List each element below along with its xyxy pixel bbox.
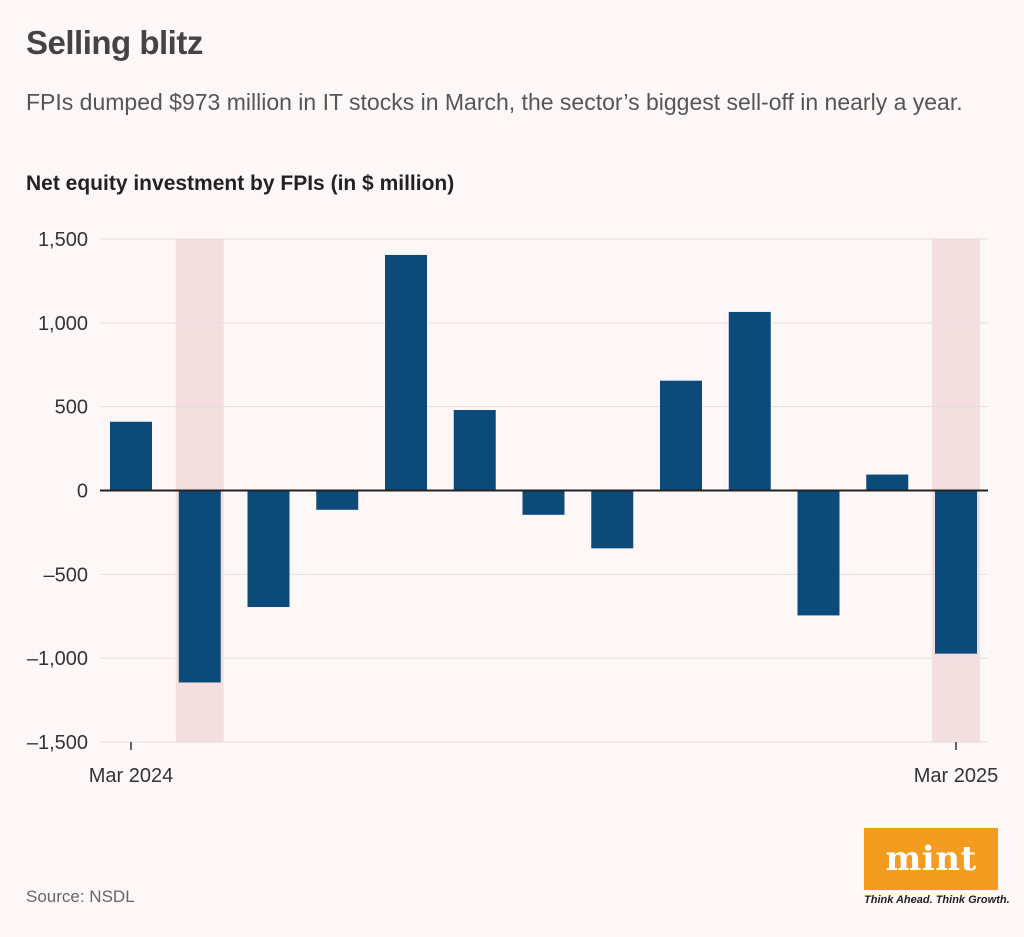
mint-logo-word: mint	[885, 839, 977, 879]
mint-logo-box: mint	[864, 828, 998, 890]
bar	[453, 410, 496, 491]
x-tick-label: Mar 2024	[89, 765, 174, 787]
chart-title-main: Selling blitz	[26, 24, 203, 61]
mint-logo: mint Think Ahead. Think Growth.	[864, 828, 1010, 910]
mint-logo-tagline: Think Ahead. Think Growth.	[864, 894, 1010, 906]
bar	[316, 490, 359, 510]
bar	[385, 254, 427, 491]
bar	[591, 490, 634, 549]
chart-subtitle: FPIs dumped $973 million in IT stocks in…	[26, 89, 963, 115]
y-tick-label: 1,500	[38, 229, 88, 251]
y-tick-label: 0	[77, 481, 88, 503]
bar	[522, 490, 565, 515]
y-tick-label: –1,000	[27, 648, 88, 670]
x-tick-label: Mar 2025	[914, 765, 999, 787]
y-tick-label: –1,500	[27, 732, 88, 754]
bar	[247, 490, 290, 608]
bar	[935, 490, 977, 654]
bar	[797, 490, 840, 616]
bar	[728, 311, 771, 491]
bar	[110, 421, 152, 491]
y-tick-label: –500	[44, 564, 89, 586]
y-tick-label: 1,000	[38, 313, 88, 335]
chart-heading: Net equity investment by FPIs (in $ mill…	[26, 172, 455, 195]
bar	[866, 474, 909, 491]
bar	[660, 380, 702, 491]
y-tick-label: 500	[55, 397, 88, 419]
source-note: Source: NSDL	[26, 887, 135, 906]
bar	[178, 490, 221, 683]
